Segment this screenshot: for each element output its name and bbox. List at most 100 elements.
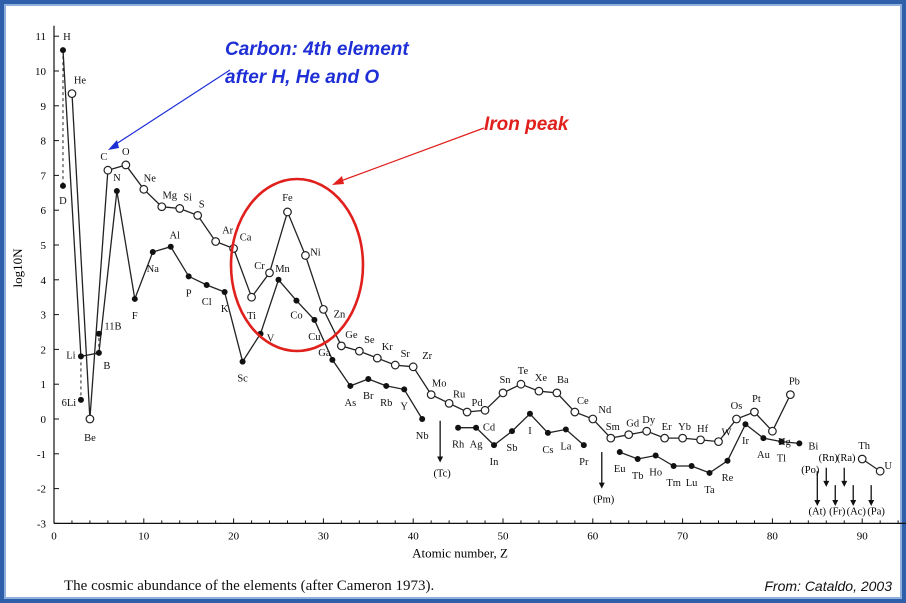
point-Kr: [372, 353, 382, 363]
x-tick-label: 40: [408, 530, 420, 542]
point-Li: [77, 353, 84, 360]
unstable-label: (At): [809, 507, 827, 518]
arrow-head-(At): [814, 500, 821, 506]
element-label-Ce: Ce: [577, 396, 589, 407]
unstable-label: (Pm): [593, 495, 615, 506]
arrow-head-(Pm): [598, 482, 605, 489]
point-Tl: [778, 438, 785, 445]
source-credit: From: Cataldo, 2003: [764, 578, 892, 594]
point-Zn: [319, 304, 328, 314]
element-label-Ar: Ar: [222, 226, 234, 237]
y-tick-label: -2: [37, 484, 46, 496]
arrow-head-(Pa): [868, 500, 875, 506]
element-label-Tb: Tb: [632, 471, 644, 482]
point-Hf: [696, 435, 705, 445]
element-label-6Li: 6Li: [62, 398, 77, 409]
y-axis-label: log10N: [10, 248, 25, 288]
element-label-La: La: [560, 441, 571, 452]
y-tick-label: 11: [35, 31, 46, 43]
point-Sc: [239, 358, 246, 365]
point-S: [193, 211, 203, 220]
point-Lu: [688, 462, 695, 469]
point-He: [67, 89, 77, 99]
element-label-D: D: [59, 196, 67, 207]
element-label-Yb: Yb: [678, 422, 691, 433]
point-Hg: [768, 426, 777, 436]
point-Ag: [473, 424, 480, 431]
point-Mo: [426, 390, 436, 400]
element-label-Sb: Sb: [506, 443, 517, 454]
element-label-Hf: Hf: [697, 424, 709, 435]
element-label-Pb: Pb: [789, 377, 800, 388]
element-label-Ir: Ir: [742, 436, 749, 447]
element-label-Sn: Sn: [499, 375, 511, 386]
point-Yb: [678, 433, 687, 443]
point-Y: [401, 386, 408, 393]
chart-annotations: Carbon: 4th element after H, He and O Ir…: [108, 39, 570, 353]
point-Ti: [247, 292, 256, 302]
y-tick-label: 6: [41, 205, 47, 217]
element-label-S: S: [199, 199, 205, 210]
element-label-Sc: Sc: [237, 374, 248, 385]
element-label-O: O: [122, 147, 130, 158]
element-label-Se: Se: [364, 335, 375, 346]
odd-z-series-line: [62, 50, 800, 474]
element-label-Pt: Pt: [752, 394, 761, 405]
element-label-Ta: Ta: [704, 485, 715, 496]
element-label-Au: Au: [757, 450, 771, 461]
element-label-Br: Br: [363, 391, 374, 402]
element-label-In: In: [490, 457, 499, 468]
point-Xe: [534, 386, 544, 396]
element-label-Ho: Ho: [649, 468, 662, 479]
iron-peak-ellipse: [229, 177, 365, 353]
element-label-Be: Be: [84, 433, 96, 444]
element-label-Pd: Pd: [472, 398, 484, 409]
point-F: [131, 295, 138, 302]
point-Sb: [508, 428, 515, 435]
point-As: [347, 382, 354, 389]
figure-caption: The cosmic abundance of the elements (af…: [64, 578, 435, 594]
y-tick-label: 7: [41, 170, 47, 182]
point-11B: [95, 330, 102, 337]
point-Sn: [498, 388, 508, 398]
element-label-Sr: Sr: [401, 349, 411, 360]
element-label-F: F: [132, 311, 138, 322]
element-label-W: W: [722, 428, 732, 439]
x-tick-label: 10: [138, 530, 150, 542]
chart-axes: 0 10 20 30 40 50 60 70 80 90 -3 -2 -1 0 1 2 3 4 5 6 7 8 9 10 11 A…: [10, 25, 906, 560]
point-Ni: [301, 251, 310, 260]
point-Ar: [211, 237, 221, 246]
x-axis-label: Atomic number, Z: [412, 545, 508, 560]
point-Re: [724, 457, 731, 464]
element-label-Rh: Rh: [452, 440, 465, 451]
point-Si: [175, 204, 185, 213]
element-label-Tl: Tl: [777, 454, 786, 465]
element-label-U: U: [884, 461, 892, 472]
element-label-Pr: Pr: [579, 457, 589, 468]
element-label-P: P: [186, 288, 192, 299]
element-label-Ga: Ga: [318, 348, 331, 359]
point-Fe: [283, 207, 292, 217]
point-W: [714, 437, 723, 447]
element-label-H: H: [63, 32, 71, 43]
x-tick-label: 30: [318, 530, 330, 542]
point-Te: [516, 379, 526, 389]
point-I: [526, 410, 533, 417]
chart-element-labels: He Be C O Ne Mg Si S Ar Ca Ti Cr Fe Ni Zn Ge Se Kr Sr Zr Mo R…: [59, 32, 892, 518]
point-Be: [85, 414, 95, 424]
carbon-annotation-line2: after H, He and O: [225, 67, 379, 88]
point-Cr: [265, 268, 274, 278]
point-La: [562, 426, 569, 433]
x-tick-label: 70: [677, 530, 689, 542]
point-Ga: [329, 356, 336, 363]
y-tick-label: 3: [41, 310, 47, 322]
element-label-11B: 11B: [104, 322, 121, 333]
element-label-Ba: Ba: [557, 375, 569, 386]
element-label-Sm: Sm: [606, 422, 620, 433]
unstable-label: (Rn): [819, 453, 839, 464]
arrow-head-(Ac): [850, 500, 857, 506]
carbon-arrow-head: [108, 140, 119, 150]
y-tick-label: 5: [41, 240, 47, 252]
y-tick-label: 8: [41, 136, 47, 148]
y-tick-label: 9: [41, 101, 47, 113]
